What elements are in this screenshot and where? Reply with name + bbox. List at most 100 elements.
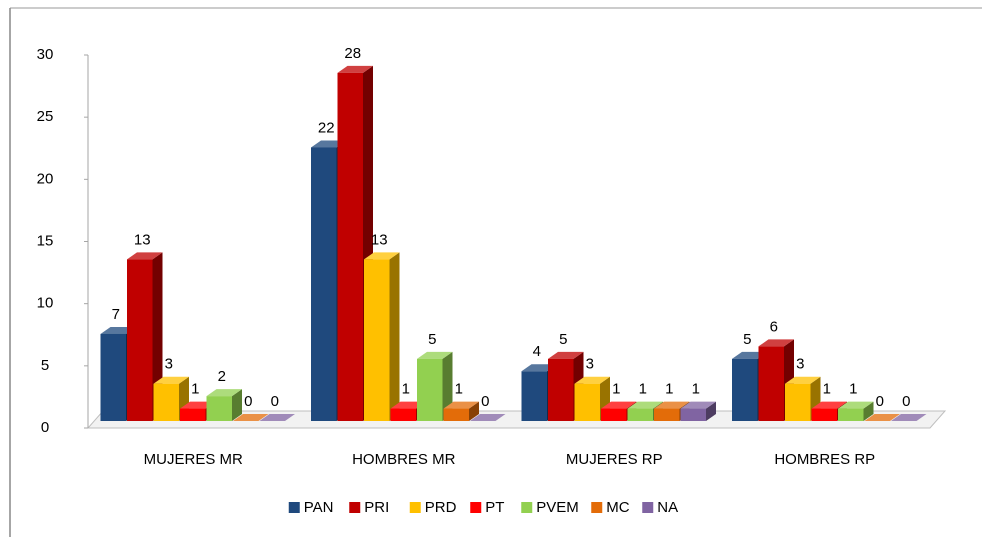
bar xyxy=(838,401,874,421)
legend-swatch xyxy=(288,502,300,513)
value-label: 0 xyxy=(876,393,884,410)
bar-front xyxy=(811,408,837,421)
value-label: 0 xyxy=(271,393,279,410)
bar-front xyxy=(443,408,469,421)
bar-top xyxy=(233,414,269,421)
bar-side xyxy=(469,401,479,421)
bar xyxy=(206,389,242,421)
legend-swatch xyxy=(470,502,482,513)
bar-front xyxy=(680,408,706,421)
bar-side xyxy=(232,389,242,421)
y-tick-label: 0 xyxy=(41,419,49,436)
legend-label: PT xyxy=(485,499,504,516)
bar-top xyxy=(364,252,400,260)
bar xyxy=(891,414,927,421)
bar-front xyxy=(627,408,653,421)
legend-label: NA xyxy=(657,499,678,516)
bar-front xyxy=(311,147,337,421)
value-label: 1 xyxy=(665,381,673,398)
value-label: 4 xyxy=(533,343,541,360)
bar-side xyxy=(389,252,400,421)
value-label: 5 xyxy=(559,331,567,348)
bar-front xyxy=(180,408,206,421)
bar-top xyxy=(443,401,479,409)
bar-front xyxy=(601,408,627,421)
x-tick-label: HOMBRES MR xyxy=(352,451,456,468)
value-label: 2 xyxy=(218,368,226,385)
value-label: 22 xyxy=(318,119,335,136)
bar-top xyxy=(811,401,847,409)
legend-label: PRD xyxy=(425,499,457,516)
bar xyxy=(470,414,506,421)
bar-top xyxy=(627,401,663,409)
value-label: 1 xyxy=(849,381,857,398)
bar-front xyxy=(654,408,680,421)
floor xyxy=(86,410,947,429)
value-label: 1 xyxy=(692,381,700,398)
value-label: 1 xyxy=(455,381,463,398)
bar-top xyxy=(417,351,453,359)
bar-front xyxy=(838,408,864,421)
bar-side xyxy=(442,351,453,421)
y-tick-label: 10 xyxy=(37,295,54,312)
bar-front xyxy=(206,396,232,421)
bar-top xyxy=(601,401,637,409)
bar-front xyxy=(153,383,179,421)
bar-top xyxy=(337,65,373,73)
bar xyxy=(127,252,163,421)
bar-top xyxy=(785,376,821,384)
y-tick-label: 15 xyxy=(37,232,54,249)
bar-front xyxy=(785,383,811,421)
bar-top xyxy=(654,401,690,409)
bar-top xyxy=(470,414,506,421)
bar-front xyxy=(521,371,547,421)
bar xyxy=(443,401,479,421)
value-label: 7 xyxy=(112,306,120,323)
value-label: 3 xyxy=(586,356,594,373)
value-label: 13 xyxy=(371,231,388,248)
value-label: 3 xyxy=(796,356,804,373)
bar-top xyxy=(864,414,900,421)
bar-top xyxy=(548,351,584,359)
bar-front xyxy=(100,333,126,421)
value-label: 0 xyxy=(481,393,489,410)
bar-front xyxy=(732,358,758,421)
bar-front xyxy=(758,346,784,421)
bar-front xyxy=(127,259,153,421)
bar-front xyxy=(574,383,600,421)
bar-top xyxy=(153,376,189,384)
bar-front xyxy=(548,358,574,421)
value-label: 1 xyxy=(612,381,620,398)
legend-swatch xyxy=(521,502,533,513)
legend-label: PAN xyxy=(304,499,334,516)
bar-side xyxy=(863,401,874,421)
bar-side xyxy=(706,401,716,421)
value-label: 5 xyxy=(743,331,751,348)
bar-side xyxy=(152,252,163,421)
value-label: 13 xyxy=(134,231,151,248)
value-label: 0 xyxy=(902,393,910,410)
bar-top xyxy=(891,414,927,421)
bar xyxy=(364,252,400,421)
bar-top xyxy=(206,389,242,397)
bar-top xyxy=(758,339,794,347)
value-label: 1 xyxy=(823,381,831,398)
bar xyxy=(864,414,900,421)
value-label: 6 xyxy=(770,318,778,335)
value-label: 5 xyxy=(428,331,436,348)
bar xyxy=(233,414,269,421)
bar xyxy=(417,351,453,421)
bar-front xyxy=(390,408,416,421)
bar-top xyxy=(574,376,610,384)
y-tick-label: 25 xyxy=(37,108,54,125)
legend-label: PVEM xyxy=(536,499,579,516)
bar xyxy=(758,339,794,421)
x-tick-label: MUJERES MR xyxy=(144,451,243,468)
bar-top xyxy=(259,414,295,421)
y-tick-label: 20 xyxy=(37,170,54,187)
value-label: 1 xyxy=(639,381,647,398)
x-tick-label: HOMBRES RP xyxy=(774,451,875,468)
bar-front xyxy=(364,259,390,421)
bar-front xyxy=(417,358,443,421)
